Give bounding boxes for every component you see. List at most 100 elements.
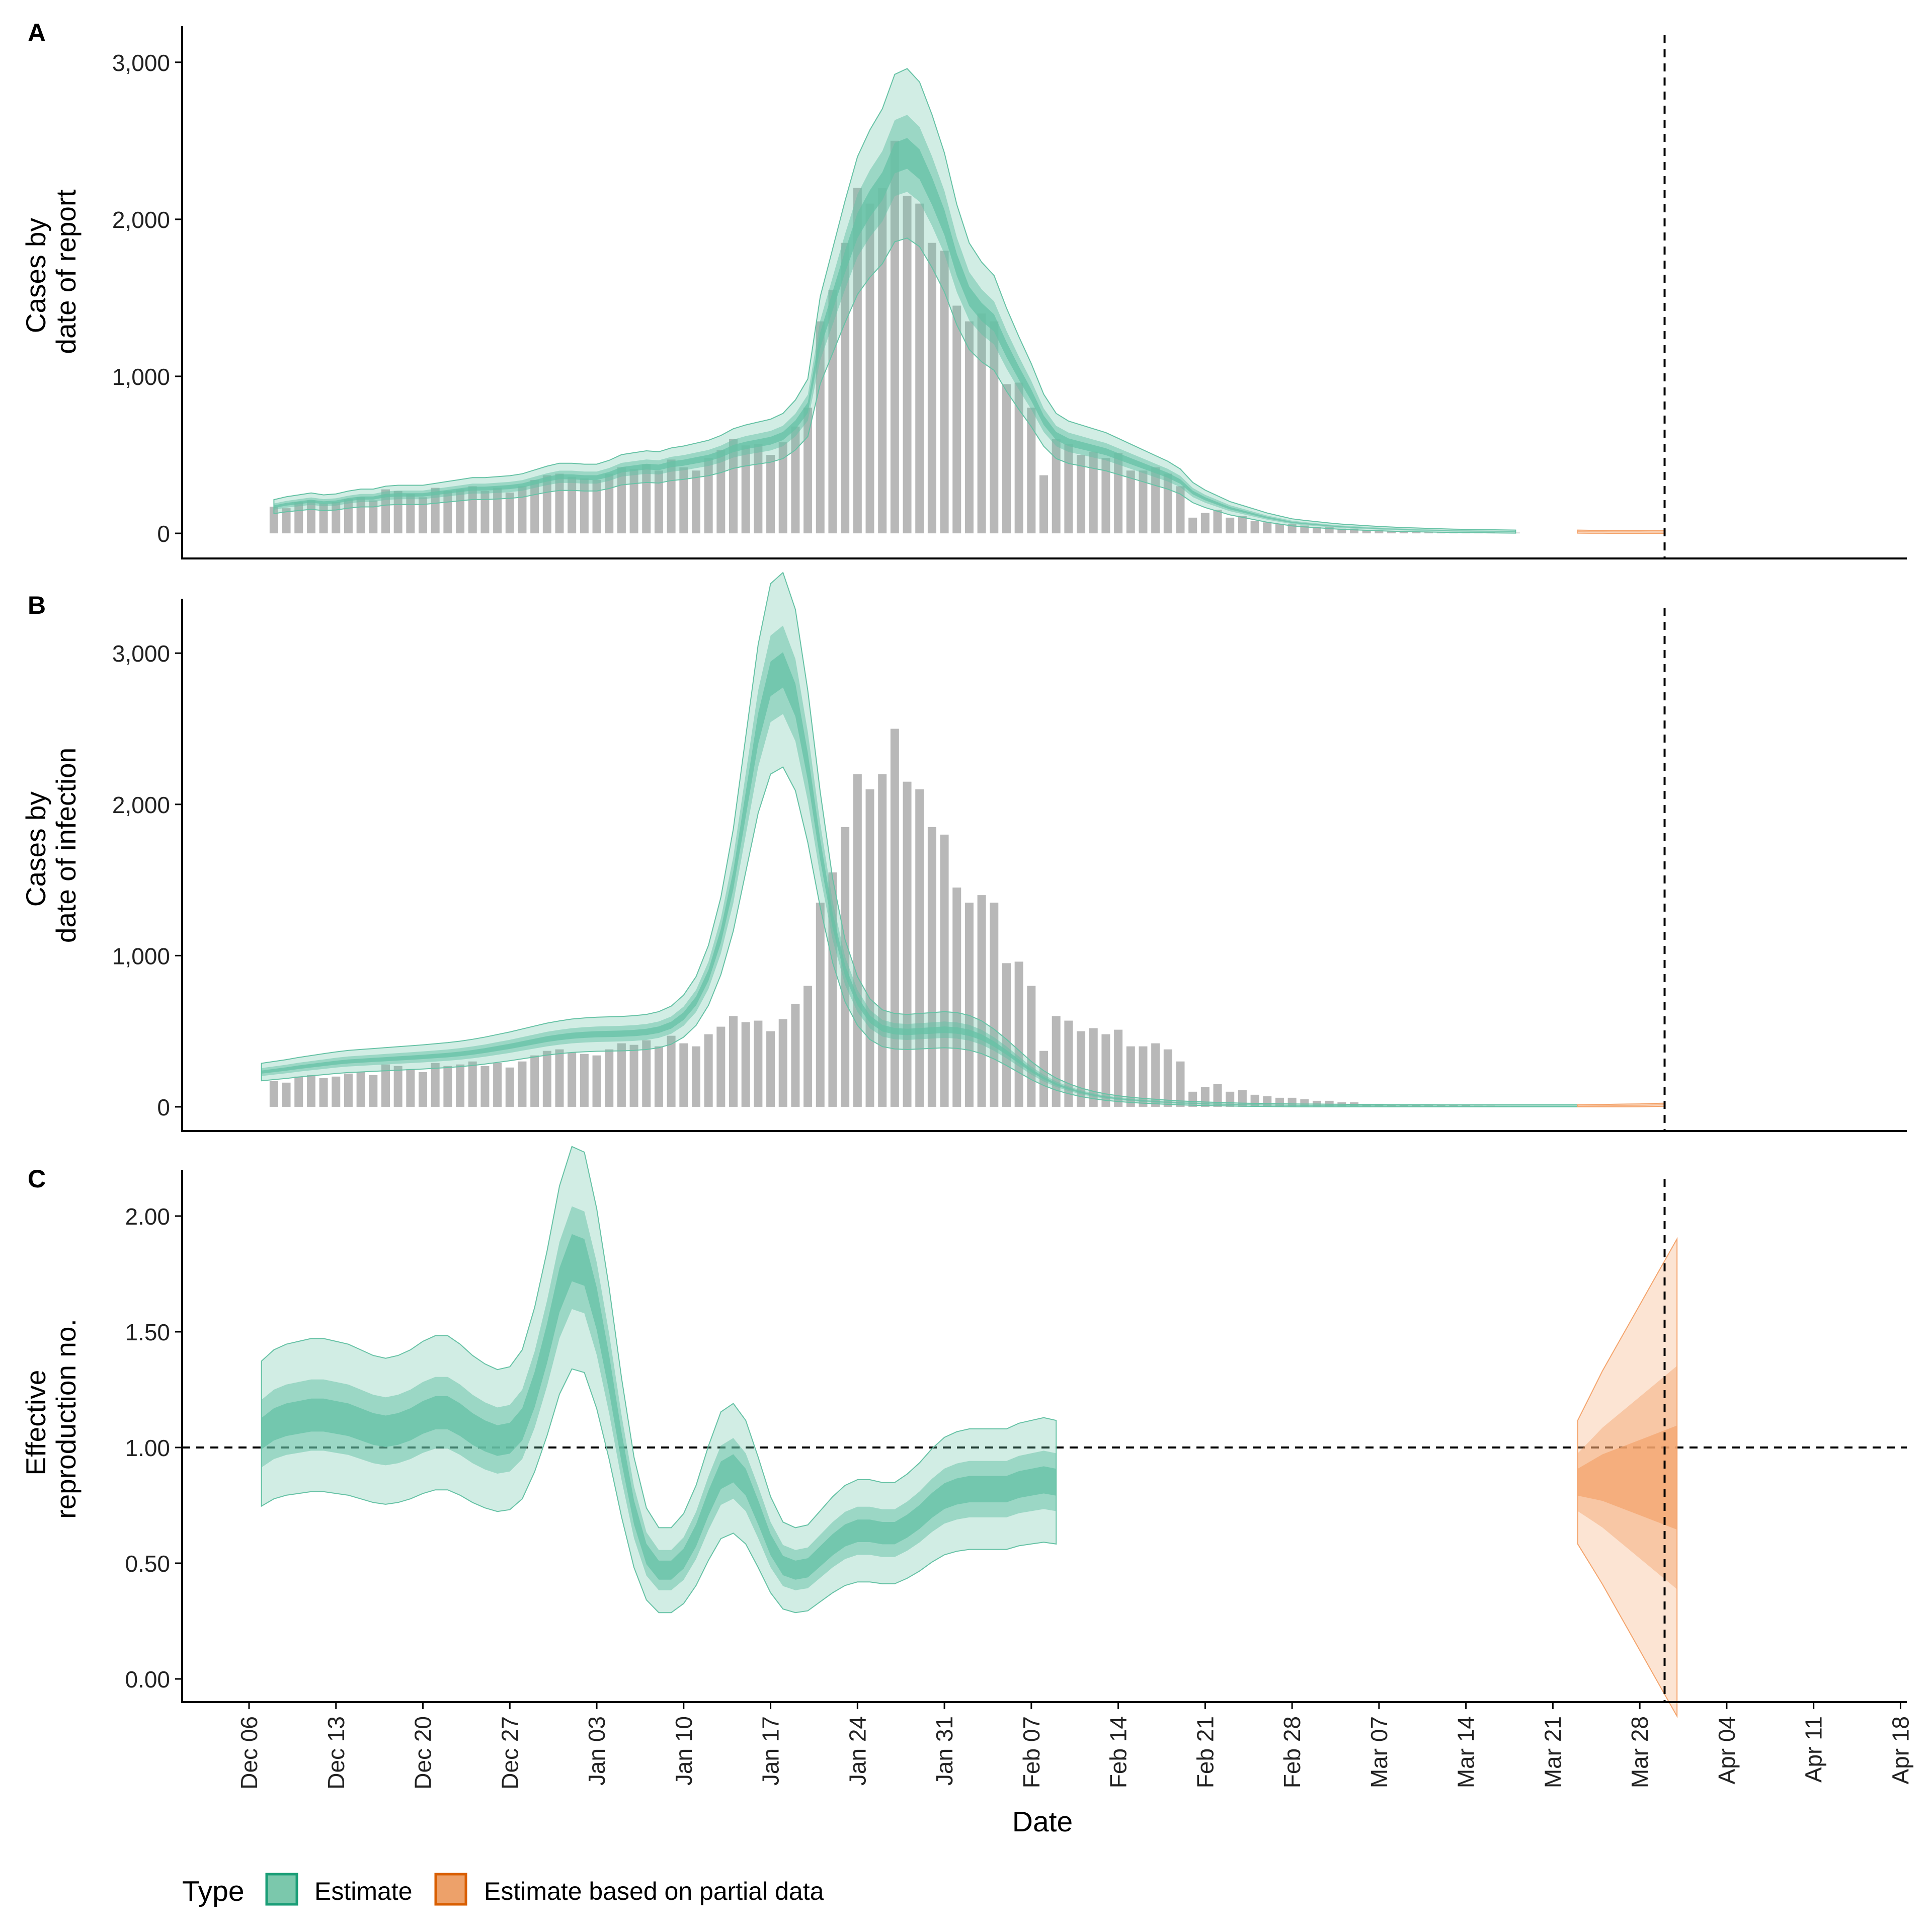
bar (419, 497, 428, 534)
bar (1362, 530, 1371, 534)
bar (1077, 1031, 1086, 1107)
x-tick-label: Jan 17 (758, 1716, 784, 1786)
bar (741, 1022, 750, 1107)
bar (480, 491, 490, 534)
bar (629, 1044, 638, 1107)
bar (1176, 486, 1185, 534)
bar (1412, 531, 1421, 534)
bar (1263, 1096, 1272, 1107)
bar (1275, 524, 1284, 534)
bar (716, 1026, 726, 1107)
bar (1238, 516, 1247, 534)
bar (1064, 1020, 1073, 1107)
bar (1213, 510, 1222, 534)
bar (667, 1035, 676, 1107)
panel-tag-c: C (28, 1165, 46, 1193)
bar (841, 243, 850, 534)
bar (990, 903, 999, 1107)
bar (1350, 528, 1359, 534)
legend-label-partial: Estimate based on partial data (484, 1877, 824, 1905)
y-tick-label: 1.50 (125, 1319, 170, 1345)
bar (964, 321, 974, 534)
x-tick-label: Mar 28 (1627, 1716, 1653, 1788)
bar (306, 1075, 315, 1107)
bar (778, 1019, 787, 1107)
bar (1089, 451, 1098, 534)
bar (915, 203, 924, 534)
bar (1375, 530, 1384, 534)
bar (592, 479, 601, 534)
bar (803, 986, 813, 1107)
bar (480, 1066, 490, 1107)
y-tick-label: 2,000 (112, 792, 170, 818)
bar (381, 1064, 390, 1107)
y-tick-label: 3,000 (112, 50, 170, 76)
bar (903, 781, 912, 1107)
bar (1052, 1016, 1061, 1107)
bar (369, 1075, 378, 1107)
legend-swatch-partial (434, 1873, 467, 1906)
bar (691, 470, 700, 534)
bar (1176, 1061, 1185, 1107)
panel-tag-a: A (28, 19, 46, 47)
bar (890, 140, 899, 534)
bar (878, 774, 887, 1107)
bar (1126, 1046, 1135, 1107)
bar (1114, 453, 1123, 534)
bar (940, 251, 949, 534)
bar (1002, 384, 1011, 534)
bar (1139, 1046, 1148, 1107)
bar (853, 188, 862, 534)
y-tick-label: 2,000 (112, 207, 170, 233)
y-tick-label: 3,000 (112, 640, 170, 667)
bar (828, 290, 837, 534)
bar (679, 1043, 688, 1107)
bar (406, 1069, 415, 1107)
bar (393, 491, 403, 534)
bar (716, 450, 726, 534)
bar (505, 492, 514, 534)
bar (1014, 382, 1023, 534)
x-tick-label: Jan 03 (584, 1716, 610, 1786)
bar (580, 478, 589, 534)
bar (766, 455, 775, 534)
bar (369, 500, 378, 534)
bar (332, 1076, 341, 1107)
x-tick-label: Dec 13 (323, 1716, 349, 1790)
estimate-band (261, 1146, 1057, 1614)
bar (890, 729, 899, 1107)
y-axis-label-a: Cases by date of report (20, 189, 82, 354)
bar (791, 1004, 800, 1107)
bar (269, 1081, 278, 1107)
bar (605, 1049, 614, 1107)
bar (344, 1073, 353, 1107)
bar (927, 827, 936, 1107)
legend-swatch-estimate (265, 1873, 298, 1906)
bar (356, 1072, 365, 1107)
bar (1027, 986, 1036, 1107)
estimate-band (274, 115, 1516, 533)
x-axis: Dec 06 Dec 13 Dec 20 Dec 27 Jan 03 Jan 10 Jan … (236, 1702, 1913, 1790)
bar (542, 1051, 551, 1107)
x-tick-label: Feb 07 (1018, 1716, 1044, 1788)
bar (903, 196, 912, 534)
y-axis-label-c: Effective reproduction no. (20, 1319, 82, 1519)
bar (431, 1063, 440, 1107)
bar (505, 1067, 514, 1107)
bar (617, 1043, 626, 1107)
bar (1337, 528, 1346, 534)
bar (1126, 470, 1135, 534)
bar (691, 1046, 700, 1107)
bar (704, 1034, 713, 1107)
bar (1424, 531, 1433, 534)
bar (1399, 531, 1408, 534)
x-tick-label: Mar 14 (1453, 1716, 1479, 1788)
bar (419, 1072, 428, 1107)
bar (406, 494, 415, 534)
bar (530, 1055, 539, 1107)
bar (1250, 521, 1259, 534)
bar (667, 459, 676, 534)
y-tick-label: 0 (157, 1094, 170, 1120)
bar (952, 888, 961, 1107)
bar (294, 502, 303, 534)
